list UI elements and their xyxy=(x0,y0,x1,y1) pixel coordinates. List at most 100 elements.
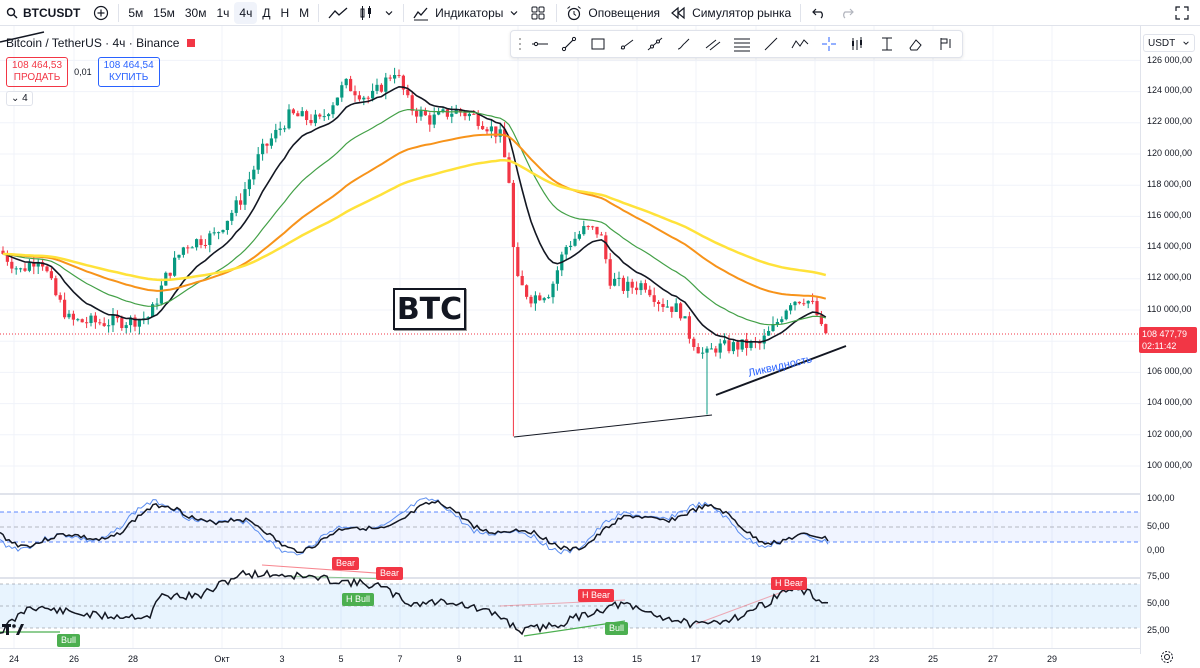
candle-body xyxy=(71,313,75,320)
candle-body xyxy=(155,303,159,305)
flag-icon xyxy=(940,38,951,50)
ruler-icon xyxy=(881,37,892,51)
candle-body xyxy=(595,226,599,235)
ema-slow-line xyxy=(2,133,827,300)
market-status-icon xyxy=(187,39,196,47)
flag-tool[interactable] xyxy=(931,32,958,56)
currency-selector[interactable]: USDT xyxy=(1143,34,1195,52)
undo-button[interactable] xyxy=(805,2,833,24)
parallel-channel-tool[interactable] xyxy=(700,32,727,56)
candle-body xyxy=(665,306,669,308)
time-label: 19 xyxy=(750,654,762,664)
interval-15m[interactable]: 15м xyxy=(153,5,175,20)
fib-retracement-tool[interactable] xyxy=(729,32,756,56)
candle-body xyxy=(815,301,819,316)
candle-body xyxy=(797,301,801,304)
candle-body xyxy=(93,315,97,323)
interval-4h[interactable]: 4ч xyxy=(234,1,258,24)
candle-body xyxy=(291,109,295,114)
candle-body xyxy=(322,116,326,118)
compare-add-button[interactable] xyxy=(88,2,114,24)
horizontal-ray-tool[interactable] xyxy=(526,32,553,56)
divergence-tag-bull: Bull xyxy=(57,634,81,647)
candle-body xyxy=(357,95,361,100)
candle-body xyxy=(393,75,397,79)
trend-line-tool[interactable] xyxy=(555,32,582,56)
candle-body xyxy=(511,182,515,248)
brush-tool[interactable] xyxy=(671,32,698,56)
candle-body xyxy=(709,348,713,350)
candle-body xyxy=(353,91,357,96)
rectangle-tool[interactable] xyxy=(584,32,611,56)
candle-body xyxy=(129,317,133,326)
extended-line-tool[interactable] xyxy=(642,32,669,56)
gear-icon xyxy=(1161,651,1173,663)
trendline-top-left[interactable] xyxy=(0,31,45,43)
btc-text-annotation[interactable]: BTC xyxy=(393,288,466,330)
candle-body xyxy=(652,295,656,302)
chart-legend[interactable]: Bitcoin / TetherUS · 4ч · Binance xyxy=(6,36,196,50)
osc1-label: 100,00 xyxy=(1147,493,1175,503)
redo-button[interactable] xyxy=(833,2,861,24)
buy-button[interactable]: 108 464,54 КУПИТЬ xyxy=(97,57,160,87)
measure-tool[interactable] xyxy=(873,32,900,56)
interval-30m[interactable]: 30м xyxy=(184,5,207,20)
drag-handle-icon[interactable] xyxy=(515,34,524,54)
sell-button[interactable]: 108 464,53 ПРОДАТЬ xyxy=(6,57,69,87)
crosshair-tool[interactable] xyxy=(816,32,843,56)
candle-body xyxy=(476,113,480,126)
interval-1h[interactable]: 1ч xyxy=(216,5,230,20)
line-tool[interactable] xyxy=(758,32,785,56)
candle-body xyxy=(481,125,485,130)
ema-long-line xyxy=(2,159,827,282)
candle-body xyxy=(423,110,427,116)
alerts-button[interactable]: Оповещения xyxy=(561,2,665,24)
pattern-tool[interactable] xyxy=(787,32,814,56)
layouts-button[interactable] xyxy=(524,2,552,24)
settings-button[interactable] xyxy=(1160,650,1174,668)
tradingview-logo[interactable] xyxy=(2,622,28,639)
divider xyxy=(118,3,120,22)
indicators-button[interactable]: Индикаторы xyxy=(408,2,524,24)
interval-1d[interactable]: Д xyxy=(262,5,271,20)
candle-body xyxy=(247,179,251,190)
time-axis[interactable]: 24 26 28 Окт 3 5 7 9 11 13 15 17 19 21 23 25 27 29 xyxy=(0,648,1140,668)
candle-body xyxy=(225,220,229,230)
replay-button[interactable]: Симулятор рынка xyxy=(665,2,796,24)
indicator-toggle[interactable]: ⌄ 4 xyxy=(6,91,33,106)
candle-body xyxy=(489,126,493,132)
trendline-lower-left[interactable] xyxy=(513,414,713,438)
time-label: 15 xyxy=(631,654,643,664)
candle-body xyxy=(643,283,647,290)
chart-type-dropdown[interactable] xyxy=(379,2,399,24)
eraser-tool[interactable] xyxy=(902,32,929,56)
symbol-search-button[interactable]: BTCUSDT xyxy=(0,6,88,20)
candle-body xyxy=(85,322,89,324)
candle-body xyxy=(300,111,304,117)
interval-1w[interactable]: Н xyxy=(280,5,290,20)
candle-body xyxy=(278,128,282,130)
candle-body xyxy=(111,315,115,326)
interval-5m[interactable]: 5м xyxy=(128,5,144,20)
alarm-clock-icon xyxy=(567,5,582,20)
extended-line-icon xyxy=(648,37,663,51)
ray-tool[interactable] xyxy=(613,32,640,56)
chart-type-candles-button[interactable] xyxy=(353,2,379,24)
trendline-liquidity[interactable] xyxy=(715,345,847,396)
fullscreen-button[interactable] xyxy=(1168,2,1196,24)
bars-pattern-tool[interactable] xyxy=(844,32,871,56)
candle-body xyxy=(313,114,317,124)
candle-body xyxy=(102,323,106,326)
indicators-icon xyxy=(413,7,429,20)
interval-1mo[interactable]: М xyxy=(299,5,310,20)
candle-body xyxy=(723,340,727,344)
divider xyxy=(800,3,802,22)
time-label: 24 xyxy=(8,654,20,664)
osc2-label: 75,00 xyxy=(1147,571,1170,581)
time-label: 28 xyxy=(127,654,139,664)
price-chart[interactable] xyxy=(0,26,1140,648)
line-icon xyxy=(764,37,778,51)
candle-body xyxy=(802,303,806,305)
chart-type-line-button[interactable] xyxy=(323,2,353,24)
